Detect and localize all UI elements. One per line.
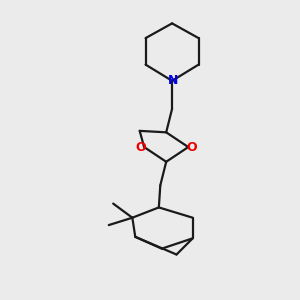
Text: O: O	[187, 141, 197, 154]
Text: N: N	[168, 74, 179, 87]
Text: O: O	[135, 141, 146, 154]
